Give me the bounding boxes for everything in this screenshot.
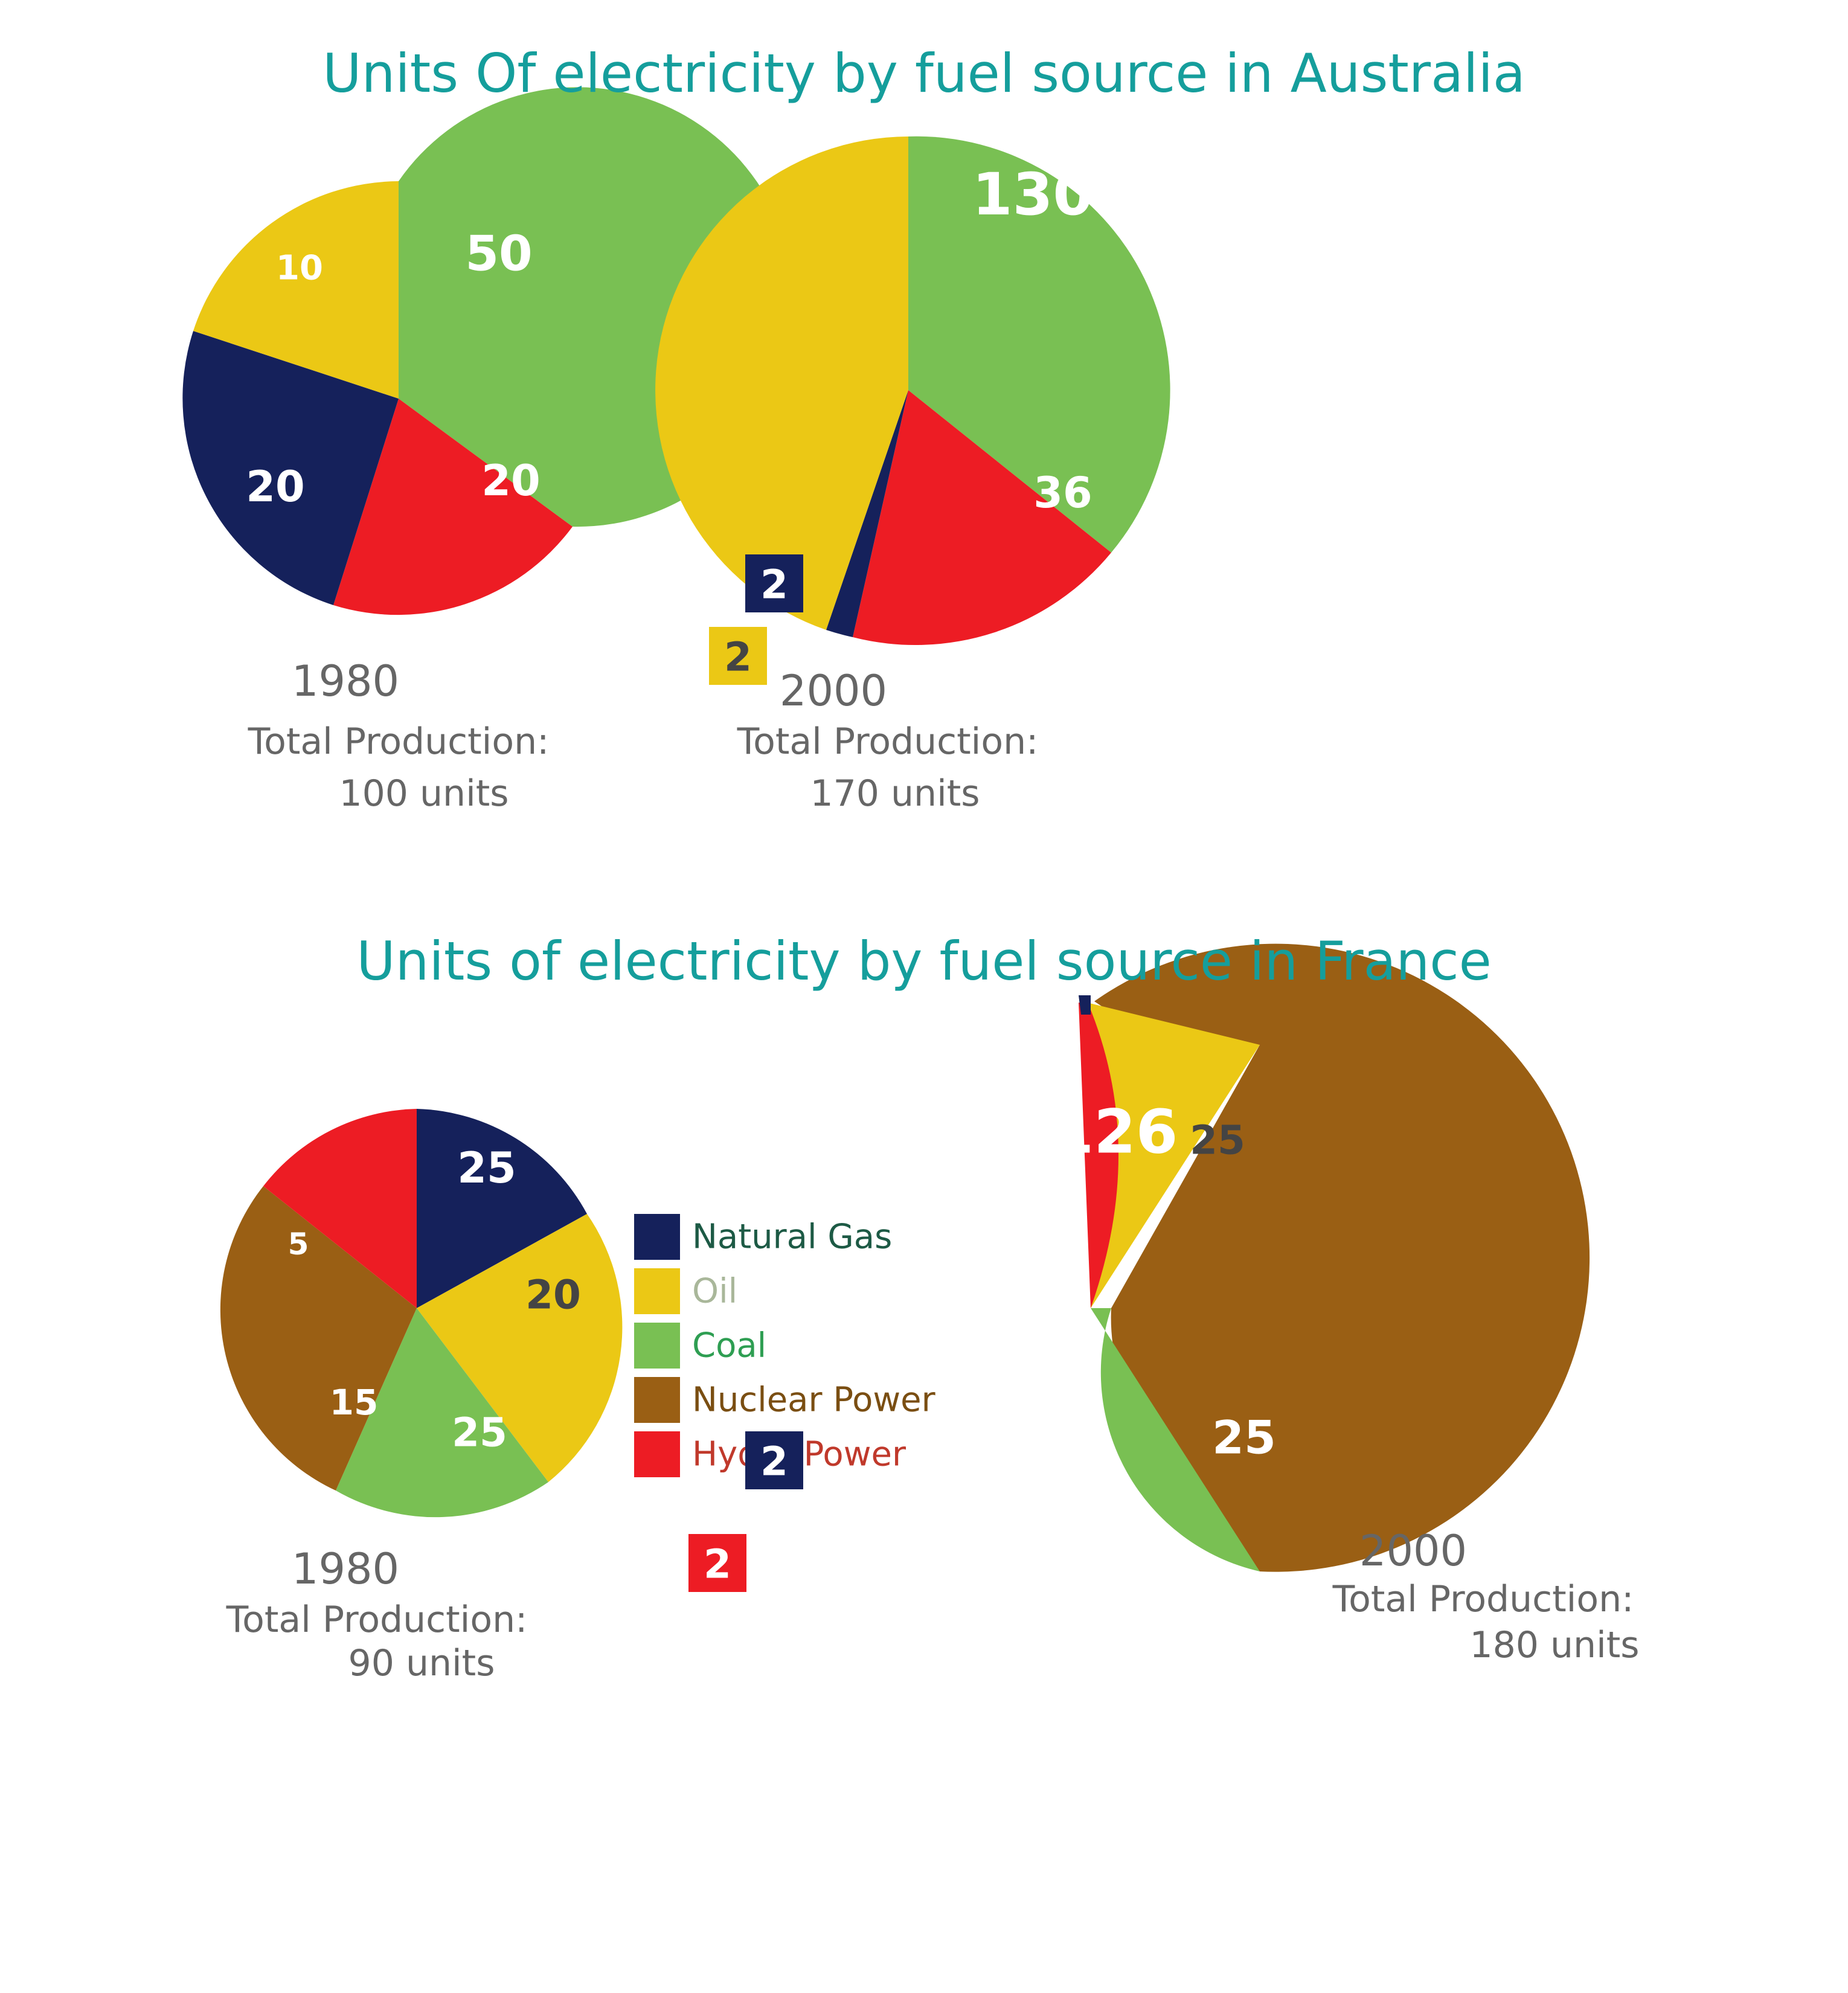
- legend-item-oil: Oil: [634, 1268, 737, 1314]
- slice-australia-1980-oil: [193, 181, 399, 399]
- label-australia-1980-hydro: 20: [481, 456, 540, 505]
- slice-australia-1980-hydro: [333, 399, 573, 615]
- label-australia-1980-gas: 20: [246, 462, 304, 512]
- slice-australia-2000-oil: [655, 136, 908, 630]
- slice-france-2000-nuclear: [1094, 943, 1590, 1572]
- caption-total-label: Total Production:: [248, 720, 550, 763]
- slice-australia-2000-coal: [908, 136, 1170, 553]
- label-france-2000-nuclear: 126: [1052, 1097, 1178, 1167]
- legend-label: Nuclear Power: [692, 1381, 936, 1420]
- slice-australia-1980-gas: [182, 331, 399, 605]
- caption-year: 2000: [780, 666, 887, 716]
- legend-swatch: [634, 1377, 680, 1423]
- slice-france-1980-coal: [336, 1308, 548, 1518]
- label-france-2000-hydro: 2: [704, 1541, 731, 1588]
- label-france-2000-gas: 2: [760, 1439, 788, 1485]
- legend-swatch: [634, 1323, 680, 1369]
- legend-item-natural-gas: Natural Gas: [634, 1214, 892, 1260]
- caption-total-value: 90 units: [348, 1642, 495, 1684]
- caption-france-1980: 1980 Total Production: 90 units: [226, 1544, 528, 1684]
- caption-total-label: Total Production:: [737, 720, 1039, 763]
- australia-title: Units Of electricity by fuel source in A…: [322, 42, 1526, 104]
- caption-france-2000: 2000 Total Production: 180 units: [1332, 1526, 1640, 1666]
- caption-total-value: 170 units: [810, 772, 980, 815]
- caption-year: 2000: [1359, 1526, 1467, 1576]
- label-france-1980-coal: 25: [452, 1410, 507, 1456]
- slice-france-2000-coal: [1091, 1308, 1260, 1571]
- slice-france-2000-oil: [1087, 1003, 1260, 1308]
- pie-france-1980: 25 20 25 15 5: [220, 1109, 623, 1518]
- label-france-2000-coal: 25: [1212, 1411, 1276, 1465]
- callout-france-2000-gas: [745, 1431, 803, 1489]
- caption-year: 1980: [292, 656, 399, 706]
- slice-france-1980-hydro: [263, 1109, 417, 1308]
- legend-label: Oil: [692, 1272, 737, 1311]
- pie-australia-1980: 50 20 20 10: [182, 87, 795, 615]
- label-australia-2000-coal: 130: [972, 161, 1093, 228]
- caption-total-value: 180 units: [1469, 1624, 1639, 1666]
- caption-total-value: 100 units: [339, 772, 509, 815]
- legend-item-nuclear-power: Nuclear Power: [634, 1377, 936, 1423]
- france-title: Units of electricity by fuel source in F…: [356, 930, 1492, 992]
- slice-france-1980-oil: [417, 1214, 623, 1482]
- legend-item-coal: Coal: [634, 1323, 766, 1369]
- slice-australia-2000-hydro: [853, 390, 1111, 646]
- caption-total-label: Total Production:: [1332, 1578, 1634, 1620]
- label-france-1980-oil: 20: [525, 1272, 581, 1318]
- label-france-1980-nuclear: 15: [330, 1382, 379, 1423]
- label-france-1980-hydro: 5: [288, 1227, 309, 1262]
- label-australia-2000-gas: 2: [760, 562, 788, 608]
- callout-france-2000-hydro: [688, 1534, 746, 1592]
- callout-australia-2000-oil: [709, 627, 767, 685]
- legend-swatch: [634, 1431, 680, 1477]
- caption-year: 1980: [292, 1544, 399, 1594]
- slice-australia-2000-gas: [826, 390, 908, 637]
- caption-australia-2000: 2000 Total Production: 170 units: [737, 666, 1039, 815]
- slice-france-1980-nuclear: [220, 1186, 417, 1491]
- legend-label: Coal: [692, 1326, 766, 1366]
- pie-australia-2000: 130 36 2 2: [655, 136, 1170, 685]
- legend-swatch: [634, 1214, 680, 1260]
- label-australia-2000-hydro: 36: [1033, 468, 1092, 518]
- pie-france-2000: 126 25 25 2: [688, 943, 1590, 1592]
- slice-france-2000-hydro: [1079, 1003, 1119, 1308]
- label-australia-1980-coal: 50: [465, 226, 532, 282]
- label-france-1980-gas: 25: [457, 1143, 516, 1193]
- label-australia-1980-oil: 10: [276, 249, 323, 288]
- legend-label: Natural Gas: [692, 1218, 892, 1257]
- legend: Natural Gas Oil Coal Nuclear Power Hydro…: [634, 1214, 936, 1477]
- caption-australia-1980: 1980 Total Production: 100 units: [248, 656, 550, 815]
- caption-total-label: Total Production:: [226, 1599, 528, 1641]
- label-australia-2000-oil: 2: [724, 634, 752, 681]
- slice-france-2000-gas: [1079, 995, 1091, 1015]
- legend-swatch: [634, 1268, 680, 1314]
- slice-france-1980-gas: [417, 1109, 587, 1308]
- label-france-2000-oil: 25: [1190, 1117, 1245, 1164]
- callout-australia-2000-gas: [745, 554, 803, 612]
